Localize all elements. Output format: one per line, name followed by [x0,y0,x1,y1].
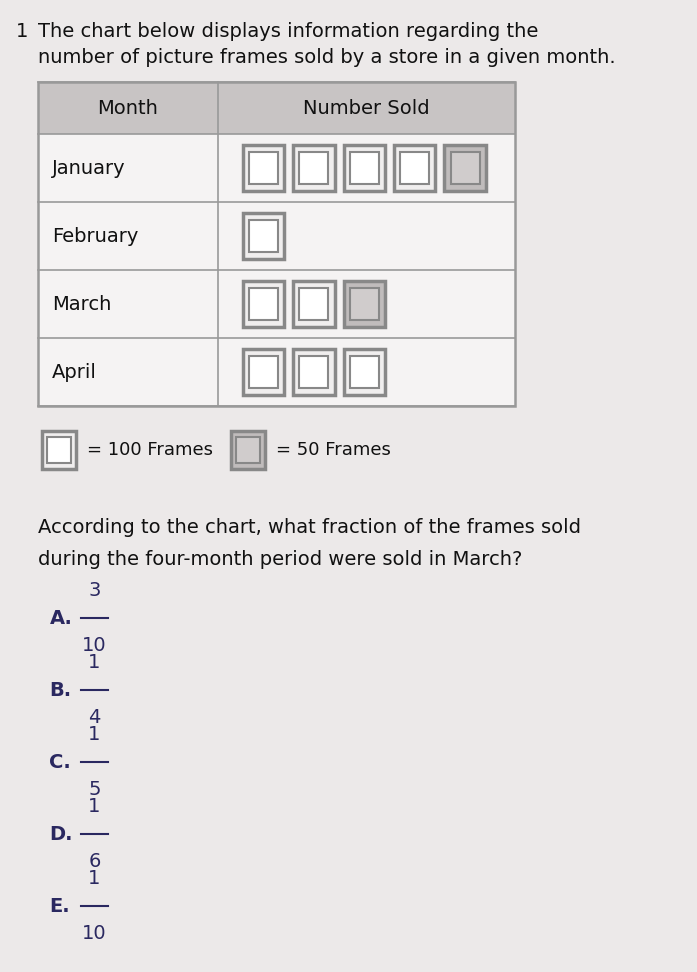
Bar [249,356,278,388]
Bar [249,220,278,252]
Bar [43,431,77,469]
Text: E.: E. [49,896,70,916]
Bar [243,349,284,395]
Bar [38,82,514,406]
Text: B.: B. [49,680,72,700]
Bar [400,152,429,184]
Bar [300,356,328,388]
Bar [450,152,480,184]
Text: 10: 10 [82,924,107,943]
Text: 10: 10 [82,636,107,655]
Text: 6: 6 [89,852,100,871]
Text: The chart below displays information regarding the: The chart below displays information reg… [38,22,538,41]
Bar [300,152,328,184]
Text: 1: 1 [16,22,29,41]
Text: = 100 Frames: = 100 Frames [87,441,213,459]
Bar [38,82,514,406]
Bar [293,349,335,395]
Bar [344,145,385,191]
Bar [350,288,378,320]
Bar [243,145,284,191]
Text: number of picture frames sold by a store in a given month.: number of picture frames sold by a store… [38,48,615,67]
Text: 4: 4 [89,708,100,727]
Bar [394,145,436,191]
Text: 1: 1 [89,797,100,816]
Bar [38,82,514,134]
Bar [243,281,284,327]
Text: D.: D. [49,824,73,844]
Text: Number Sold: Number Sold [302,98,429,118]
Bar [243,213,284,259]
Text: April: April [52,363,97,381]
Bar [293,281,335,327]
Text: 5: 5 [89,780,100,799]
Bar [293,145,335,191]
Bar [350,152,378,184]
Text: 1: 1 [89,869,100,888]
Text: 1: 1 [89,653,100,672]
Bar [249,288,278,320]
Text: February: February [52,226,139,246]
Bar [344,349,385,395]
Bar [300,288,328,320]
Text: during the four-month period were sold in March?: during the four-month period were sold i… [38,550,522,569]
Bar [231,431,266,469]
Bar [350,356,378,388]
Bar [344,281,385,327]
Text: March: March [52,295,112,314]
Text: 3: 3 [89,581,100,600]
Text: = 50 Frames: = 50 Frames [276,441,391,459]
Text: A.: A. [49,608,72,628]
Bar [47,436,71,464]
Text: January: January [52,158,125,178]
Text: 1: 1 [89,725,100,744]
Bar [249,152,278,184]
Bar [445,145,486,191]
Text: Month: Month [98,98,158,118]
Bar [236,436,260,464]
Text: According to the chart, what fraction of the frames sold: According to the chart, what fraction of… [38,518,581,537]
Text: C.: C. [49,752,71,772]
